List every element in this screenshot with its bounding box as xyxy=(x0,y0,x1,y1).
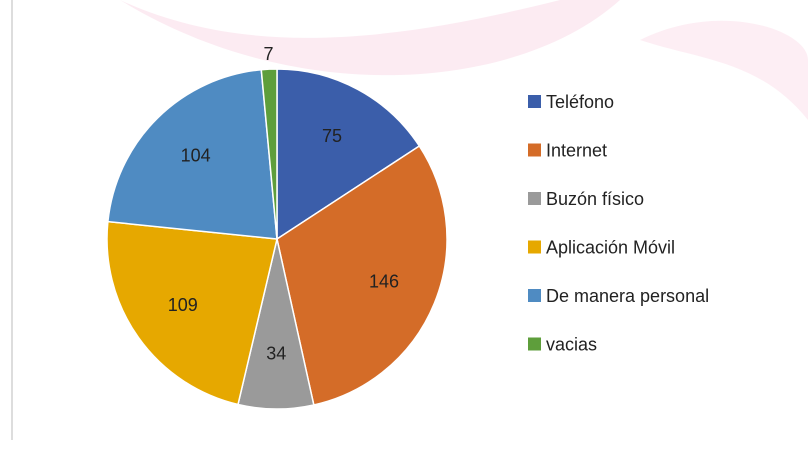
data-label: 34 xyxy=(266,343,286,363)
legend-label: Buzón físico xyxy=(546,189,644,209)
data-label: 75 xyxy=(322,126,342,146)
legend-label: Teléfono xyxy=(546,92,614,112)
pie-slice xyxy=(106,220,278,406)
legend-label: vacias xyxy=(546,334,597,354)
legend-label: Aplicación Móvil xyxy=(546,237,675,257)
data-label: 146 xyxy=(369,271,399,291)
background-swirl xyxy=(640,20,808,121)
legend-swatch xyxy=(528,240,541,254)
pie-slice xyxy=(276,68,421,241)
legend-label: Internet xyxy=(546,140,607,160)
pie-slice xyxy=(107,68,278,240)
legend-swatch xyxy=(528,337,541,351)
legend-swatch xyxy=(528,192,541,205)
data-label: 109 xyxy=(168,295,198,315)
background-swirl xyxy=(120,0,620,76)
pie-slice xyxy=(260,68,278,240)
pie-slice xyxy=(276,144,448,406)
legend-swatch xyxy=(528,95,541,108)
data-label: 7 xyxy=(263,44,273,64)
legend-swatch xyxy=(528,143,541,157)
legend-swatch xyxy=(528,289,541,302)
data-label: 104 xyxy=(181,146,211,166)
legend-label: De manera personal xyxy=(546,286,709,306)
